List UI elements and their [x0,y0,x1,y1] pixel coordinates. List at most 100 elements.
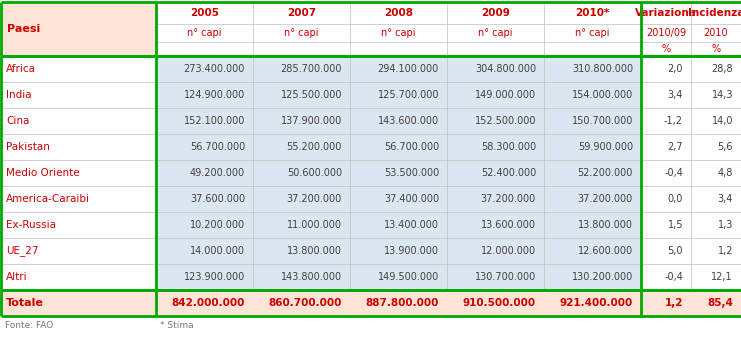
Text: 2010*: 2010* [575,8,610,18]
Text: 11.000.000: 11.000.000 [287,220,342,230]
Text: 13.900.000: 13.900.000 [384,246,439,256]
Bar [1,160,156,186]
Text: Totale: Totale [6,298,44,308]
Bar [641,108,691,134]
Text: 2007: 2007 [287,8,316,18]
Bar [156,212,253,238]
Bar [156,264,253,290]
Text: 37.200.000: 37.200.000 [287,194,342,204]
Bar [544,264,641,290]
Text: 53.500.000: 53.500.000 [384,168,439,178]
Text: 842.000.000: 842.000.000 [172,298,245,308]
Text: 130.200.000: 130.200.000 [572,272,633,282]
Text: 124.900.000: 124.900.000 [184,90,245,100]
Bar [156,290,253,316]
Text: 49.200.000: 49.200.000 [190,168,245,178]
Text: 0,0: 0,0 [668,194,683,204]
Text: 14.000.000: 14.000.000 [190,246,245,256]
Bar [691,186,741,212]
Bar [350,212,447,238]
Text: n° capi: n° capi [187,28,222,38]
Bar [447,108,544,134]
Text: 12.600.000: 12.600.000 [578,246,633,256]
Text: UE_27: UE_27 [6,246,39,256]
Bar [253,2,350,56]
Bar [691,108,741,134]
Bar [1,108,156,134]
Text: 50.600.000: 50.600.000 [287,168,342,178]
Text: 285.700.000: 285.700.000 [281,64,342,74]
Bar [1,82,156,108]
Bar [641,186,691,212]
Text: 1,2: 1,2 [665,298,683,308]
Text: 130.700.000: 130.700.000 [475,272,536,282]
Text: 12.000.000: 12.000.000 [481,246,536,256]
Text: 294.100.000: 294.100.000 [378,64,439,74]
Bar [253,160,350,186]
Text: Ex-Russia: Ex-Russia [6,220,56,230]
Text: -1,2: -1,2 [664,116,683,126]
Bar [253,82,350,108]
Bar [350,186,447,212]
Text: 860.700.000: 860.700.000 [269,298,342,308]
Text: 10.200.000: 10.200.000 [190,220,245,230]
Bar [544,160,641,186]
Text: n° capi: n° capi [382,28,416,38]
Text: 2010: 2010 [704,28,728,38]
Bar [156,56,253,82]
Bar [447,160,544,186]
Bar [447,134,544,160]
Text: -0,4: -0,4 [664,168,683,178]
Text: 137.900.000: 137.900.000 [281,116,342,126]
Text: 52.400.000: 52.400.000 [481,168,536,178]
Text: 304.800.000: 304.800.000 [475,64,536,74]
Bar [447,186,544,212]
Bar [156,238,253,264]
Text: n° capi: n° capi [285,28,319,38]
Bar [1,212,156,238]
Text: 58.300.000: 58.300.000 [481,142,536,152]
Bar [253,212,350,238]
Bar [447,238,544,264]
Text: 154.000.000: 154.000.000 [572,90,633,100]
Text: 13.600.000: 13.600.000 [481,220,536,230]
Text: Pakistan: Pakistan [6,142,50,152]
Bar [1,2,156,56]
Text: 37.600.000: 37.600.000 [190,194,245,204]
Bar [691,238,741,264]
Text: 2,0: 2,0 [668,64,683,74]
Bar [641,238,691,264]
Text: 59.900.000: 59.900.000 [578,142,633,152]
Bar [544,108,641,134]
Text: 14,3: 14,3 [711,90,733,100]
Bar [544,56,641,82]
Bar [350,56,447,82]
Bar [156,2,253,56]
Bar [641,2,691,56]
Text: 56.700.000: 56.700.000 [384,142,439,152]
Text: n° capi: n° capi [575,28,610,38]
Bar [253,108,350,134]
Text: 143.600.000: 143.600.000 [378,116,439,126]
Bar [156,186,253,212]
Bar [447,56,544,82]
Bar [641,212,691,238]
Text: 152.500.000: 152.500.000 [474,116,536,126]
Text: 1,5: 1,5 [668,220,683,230]
Text: 55.200.000: 55.200.000 [287,142,342,152]
Bar [641,264,691,290]
Text: 13.400.000: 13.400.000 [384,220,439,230]
Bar [350,238,447,264]
Text: Paesi: Paesi [7,24,40,34]
Text: 910.500.000: 910.500.000 [463,298,536,308]
Bar [641,82,691,108]
Text: 52.200.000: 52.200.000 [578,168,633,178]
Text: Altri: Altri [6,272,27,282]
Bar [350,134,447,160]
Bar [1,134,156,160]
Text: 13.800.000: 13.800.000 [287,246,342,256]
Bar [156,108,253,134]
Text: 2009: 2009 [481,8,510,18]
Text: 149.000.000: 149.000.000 [475,90,536,100]
Bar [350,108,447,134]
